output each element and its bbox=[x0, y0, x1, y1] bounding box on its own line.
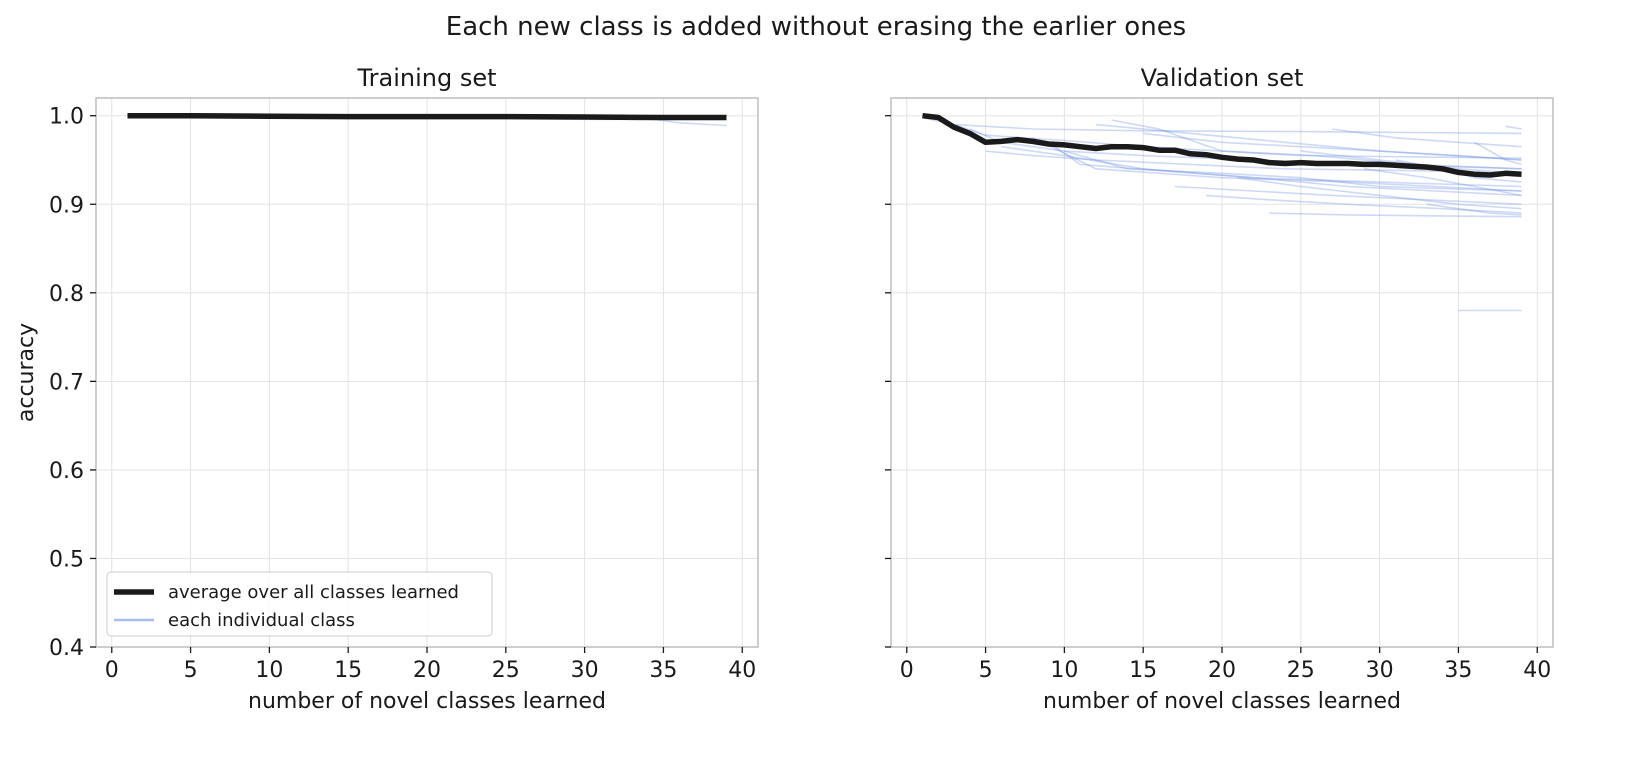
validation-individual-class-line-12 bbox=[1269, 212, 1522, 218]
validation-x-tick-label-2: 10 bbox=[1050, 658, 1078, 683]
figure-title: Each new class is added without erasing … bbox=[446, 12, 1186, 42]
training-x-tick-label-1: 5 bbox=[184, 658, 198, 683]
validation-individual-class-line-6 bbox=[1064, 150, 1522, 192]
validation-grid bbox=[891, 98, 1553, 648]
training-y-tick-label-1: 0.5 bbox=[49, 547, 84, 572]
training-x-tick-label-0: 0 bbox=[105, 658, 119, 683]
training-x-tick-label-8: 40 bbox=[728, 658, 756, 683]
validation-individual-class-line-17 bbox=[1426, 203, 1522, 216]
training-average-line bbox=[127, 112, 727, 121]
validation-individual-class-line-15 bbox=[1363, 168, 1522, 197]
validation-individual-class-line-22 bbox=[1048, 141, 1522, 197]
training-y-tick-label-3: 0.7 bbox=[49, 370, 84, 395]
validation-x-tick-label-6: 30 bbox=[1366, 658, 1394, 683]
validation-individual-class-line-14 bbox=[1332, 128, 1522, 148]
validation-title: Validation set bbox=[1141, 64, 1304, 92]
validation-individual-class-line-3 bbox=[985, 150, 1522, 175]
validation-x-tick-label-1: 5 bbox=[979, 658, 993, 683]
validation-x-tick-label-4: 20 bbox=[1208, 658, 1236, 683]
validation-ticks: 0 5 10 15 20 25 30 35 40 bbox=[885, 115, 1551, 683]
validation-individual-class-line-20 bbox=[1505, 125, 1522, 130]
legend-box bbox=[106, 571, 493, 637]
training-y-axis-label: accuracy bbox=[14, 323, 39, 422]
validation-individual-class-line-10 bbox=[1206, 194, 1522, 214]
legend: average over all classes learned each in… bbox=[106, 571, 493, 637]
validation-individual-class-line-5 bbox=[1032, 137, 1522, 192]
training-y-tick-label-4: 0.8 bbox=[49, 282, 84, 307]
training-x-tick-label-7: 35 bbox=[649, 658, 677, 683]
validation-individual-class-line-2 bbox=[969, 128, 1522, 170]
validation-individual-class-line-19 bbox=[1473, 141, 1522, 166]
validation-individual-class-line-9 bbox=[1174, 185, 1522, 206]
training-grid bbox=[96, 98, 758, 648]
validation-individual-class-line-8 bbox=[1143, 132, 1522, 161]
validation-x-tick-label-8: 40 bbox=[1523, 658, 1551, 683]
validation-x-tick-label-3: 15 bbox=[1129, 658, 1157, 683]
training-y-tick-label-2: 0.6 bbox=[49, 459, 84, 484]
training-series bbox=[127, 112, 727, 127]
training-x-tick-label-2: 10 bbox=[255, 658, 283, 683]
legend-average-label: average over all classes learned bbox=[168, 582, 459, 603]
legend-individual-label: each individual class bbox=[168, 610, 355, 631]
training-x-tick-label-4: 20 bbox=[413, 658, 441, 683]
training-x-tick-label-5: 25 bbox=[492, 658, 520, 683]
training-x-tick-label-3: 15 bbox=[334, 658, 362, 683]
validation-individual-class-line-4 bbox=[1001, 145, 1522, 188]
validation-individual-class-line-11 bbox=[1237, 176, 1522, 210]
validation-individual-class-line-7 bbox=[1095, 123, 1522, 161]
training-y-tick-label-6: 1.0 bbox=[49, 105, 84, 130]
training-y-tick-label-0: 0.4 bbox=[49, 636, 84, 661]
validation-panel: Validation set number of novel classes l… bbox=[885, 64, 1554, 714]
training-x-tick-label-6: 30 bbox=[571, 658, 599, 683]
training-title: Training set bbox=[356, 64, 496, 92]
training-x-axis-label: number of novel classes learned bbox=[248, 689, 606, 714]
validation-x-axis-label: number of novel classes learned bbox=[1043, 689, 1401, 714]
validation-x-tick-label-0: 0 bbox=[900, 658, 914, 683]
validation-series bbox=[922, 112, 1522, 312]
training-ticks: 0 5 10 15 20 25 30 35 40 0.4 0.5 0.6 0.7 0.8 0.9 1.0 bbox=[49, 105, 756, 683]
training-y-tick-label-5: 0.9 bbox=[49, 193, 84, 218]
validation-average-line bbox=[922, 112, 1522, 178]
validation-x-tick-label-5: 25 bbox=[1287, 658, 1315, 683]
training-panel: Training set number of novel classes lea… bbox=[14, 64, 759, 714]
validation-x-tick-label-7: 35 bbox=[1444, 658, 1472, 683]
